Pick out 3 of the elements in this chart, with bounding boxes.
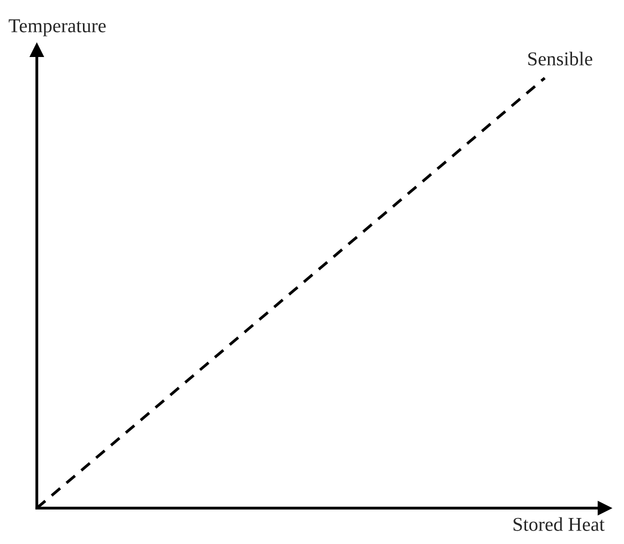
y-axis-title: Temperature (8, 19, 106, 36)
series-label: Sensible (528, 52, 592, 66)
x-axis-title: Stored Heat (514, 517, 605, 531)
